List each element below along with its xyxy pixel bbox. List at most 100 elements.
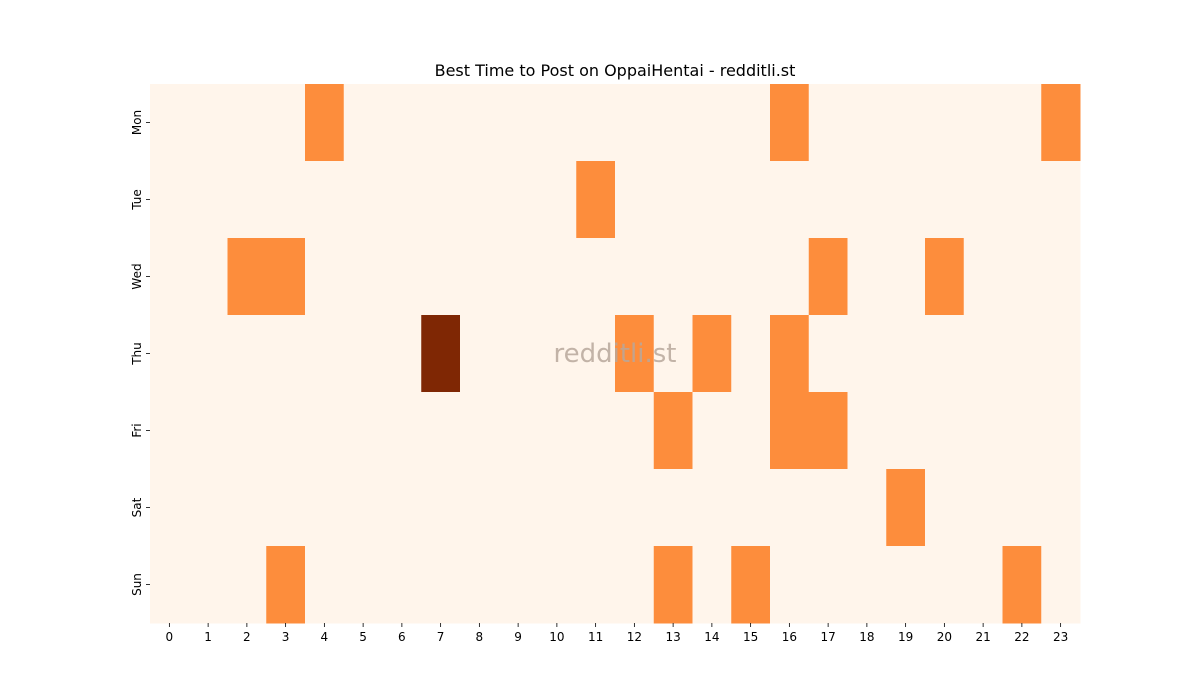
- x-tick-label: 3: [282, 630, 290, 644]
- heatmap-cell-wed-6: [382, 238, 422, 316]
- heatmap-cell-fri-3: [266, 392, 306, 470]
- heatmap-cell-fri-16: [770, 392, 810, 470]
- heatmap-cell-thu-8: [460, 315, 500, 393]
- heatmap-cell-tue-13: [653, 161, 693, 239]
- heatmap-cell-wed-12: [615, 238, 655, 316]
- heatmap-cell-fri-10: [537, 392, 577, 470]
- heatmap-cell-thu-13: [653, 315, 693, 393]
- heatmap-cell-sun-2: [227, 546, 267, 624]
- heatmap-cell-thu-3: [266, 315, 306, 393]
- x-tick-label: 19: [898, 630, 913, 644]
- heatmap-cell-mon-2: [227, 84, 267, 162]
- heatmap-cell-mon-7: [421, 84, 461, 162]
- x-tick-label: 22: [1014, 630, 1029, 644]
- heatmap-cell-sat-3: [266, 469, 306, 547]
- heatmap-cell-tue-11: [576, 161, 616, 239]
- heatmap-cell-fri-4: [305, 392, 345, 470]
- heatmap-cell-sat-12: [615, 469, 655, 547]
- heatmap-cell-tue-15: [731, 161, 771, 239]
- heatmap-cell-wed-19: [886, 238, 926, 316]
- chart-title: Best Time to Post on OppaiHentai - reddi…: [435, 61, 796, 80]
- heatmap-cell-sun-19: [886, 546, 926, 624]
- y-tick-label: Tue: [130, 189, 144, 211]
- x-axis: 0 1 2 3 4 5 6 7 8 9 10 11 12 13 14 15 16 17 18 19 20 21 22 23: [166, 623, 1068, 644]
- heatmap-cell-thu-22: [1002, 315, 1042, 393]
- heatmap-cell-thu-19: [886, 315, 926, 393]
- heatmap-cell-fri-20: [925, 392, 965, 470]
- heatmap-cell-wed-18: [847, 238, 887, 316]
- x-tick-label: 6: [398, 630, 406, 644]
- heatmap-cell-sun-20: [925, 546, 965, 624]
- heatmap-cell-tue-12: [615, 161, 655, 239]
- heatmap-cell-mon-12: [615, 84, 655, 162]
- heatmap-cell-sun-1: [188, 546, 228, 624]
- heatmap-cell-fri-8: [460, 392, 500, 470]
- heatmap-cell-wed-10: [537, 238, 577, 316]
- heatmap-cell-fri-0: [150, 392, 190, 470]
- heatmap-cell-tue-19: [886, 161, 926, 239]
- heatmap-cell-tue-1: [188, 161, 228, 239]
- heatmap-cell-sun-15: [731, 546, 771, 624]
- x-tick-label: 16: [782, 630, 797, 644]
- x-tick-label: 20: [937, 630, 952, 644]
- heatmap-cell-thu-4: [305, 315, 345, 393]
- heatmap-cell-fri-15: [731, 392, 771, 470]
- heatmap-cell-sun-8: [460, 546, 500, 624]
- heatmap-cell-sun-13: [653, 546, 693, 624]
- heatmap-cell-tue-0: [150, 161, 190, 239]
- heatmap-cell-sun-23: [1041, 546, 1081, 624]
- heatmap-cell-thu-12: [615, 315, 655, 393]
- heatmap-cell-thu-1: [188, 315, 228, 393]
- x-tick-label: 23: [1053, 630, 1068, 644]
- heatmap-cell-fri-9: [498, 392, 538, 470]
- x-tick-label: 15: [743, 630, 758, 644]
- heatmap-cell-thu-0: [150, 315, 190, 393]
- heatmap-cell-sat-8: [460, 469, 500, 547]
- heatmap-cell-mon-20: [925, 84, 965, 162]
- heatmap-cell-tue-21: [963, 161, 1003, 239]
- x-tick-label: 5: [359, 630, 367, 644]
- heatmap-cell-tue-20: [925, 161, 965, 239]
- heatmap-cell-sun-5: [343, 546, 383, 624]
- watermark-text: redditli.st: [554, 339, 677, 369]
- heatmap-cell-sat-10: [537, 469, 577, 547]
- heatmap-cell-fri-11: [576, 392, 616, 470]
- heatmap-cell-mon-1: [188, 84, 228, 162]
- heatmap-cell-thu-9: [498, 315, 538, 393]
- y-axis: Mon Tue Wed Thu Fri Sat Sun: [130, 110, 150, 596]
- heatmap-cell-mon-0: [150, 84, 190, 162]
- y-tick-label: Fri: [130, 423, 144, 437]
- heatmap-cell-wed-14: [692, 238, 732, 316]
- heatmap-cell-mon-4: [305, 84, 345, 162]
- heatmap-cell-sun-11: [576, 546, 616, 624]
- y-tick-label: Sun: [130, 573, 144, 596]
- heatmap-cell-thu-16: [770, 315, 810, 393]
- heatmap-cell-tue-9: [498, 161, 538, 239]
- heatmap-cell-fri-6: [382, 392, 422, 470]
- heatmap-cell-sat-23: [1041, 469, 1081, 547]
- heatmap-cell-mon-22: [1002, 84, 1042, 162]
- heatmap-cell-tue-10: [537, 161, 577, 239]
- heatmap-cell-sat-19: [886, 469, 926, 547]
- x-tick-label: 9: [514, 630, 522, 644]
- heatmap-cell-fri-18: [847, 392, 887, 470]
- heatmap-cell-wed-23: [1041, 238, 1081, 316]
- y-tick-label: Wed: [130, 263, 144, 289]
- heatmap-cell-wed-2: [227, 238, 267, 316]
- heatmap-cell-thu-21: [963, 315, 1003, 393]
- heatmap-cell-mon-21: [963, 84, 1003, 162]
- heatmap-cell-wed-4: [305, 238, 345, 316]
- heatmap-cell-sun-14: [692, 546, 732, 624]
- heatmap-cell-sat-1: [188, 469, 228, 547]
- heatmap-cell-sat-17: [808, 469, 848, 547]
- heatmap-cells: [150, 84, 1081, 624]
- heatmap-cell-fri-7: [421, 392, 461, 470]
- heatmap-cell-wed-8: [460, 238, 500, 316]
- heatmap-cell-mon-23: [1041, 84, 1081, 162]
- heatmap-cell-thu-14: [692, 315, 732, 393]
- heatmap-cell-fri-17: [808, 392, 848, 470]
- heatmap-cell-fri-23: [1041, 392, 1081, 470]
- heatmap-cell-fri-19: [886, 392, 926, 470]
- heatmap-cell-thu-11: [576, 315, 616, 393]
